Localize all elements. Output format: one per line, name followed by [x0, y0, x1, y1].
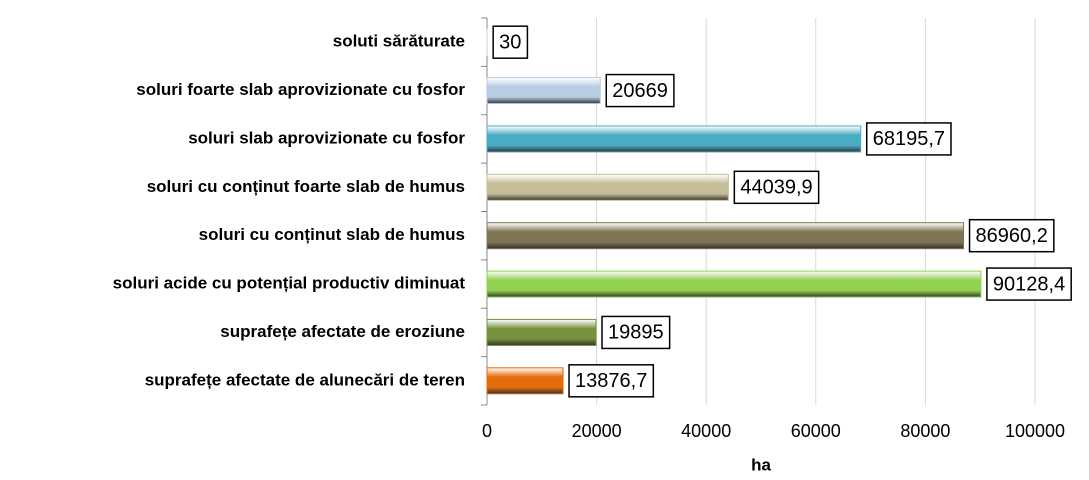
- y-tick-label: soluri cu conținut slab de humus: [199, 225, 465, 244]
- bar: [486, 222, 965, 250]
- bar: [486, 270, 982, 298]
- data-label-box: [865, 122, 952, 156]
- data-label: 68195,7: [873, 128, 945, 150]
- data-label: 19895: [608, 322, 664, 344]
- y-tick-label: soluri acide cu potențial productiv dimi…: [113, 274, 466, 293]
- data-label: 30: [499, 31, 521, 53]
- x-tick-label: 20000: [572, 421, 622, 441]
- y-tick-label: soluti sărăturate: [333, 32, 465, 51]
- x-axis-label: ha: [751, 455, 771, 474]
- x-tick-label: 100000: [1005, 421, 1065, 441]
- x-tick-label: 0: [482, 421, 492, 441]
- data-label: 20669: [612, 80, 668, 102]
- y-tick-label: suprafețe afectate de alunecări de teren: [145, 370, 465, 389]
- x-tick-label: 60000: [791, 421, 841, 441]
- bar: [486, 318, 597, 346]
- data-label: 86960,2: [976, 225, 1048, 247]
- data-label: 90128,4: [993, 273, 1065, 295]
- y-tick-label: suprafețe afectate de eroziune: [220, 322, 465, 341]
- x-tick-label: 40000: [681, 421, 731, 441]
- data-label-box: [492, 25, 529, 59]
- bar: [486, 77, 601, 105]
- data-label-box: [968, 218, 1055, 253]
- data-label: 13876,7: [575, 370, 647, 392]
- data-label: 44039,9: [740, 177, 812, 199]
- bar: [486, 173, 729, 201]
- data-label-box: [601, 315, 671, 350]
- bar: [486, 125, 862, 153]
- bar: [486, 367, 564, 395]
- data-label-box: [986, 267, 1072, 301]
- y-tick-label: soluri slab aprovizionate cu fosfor: [188, 128, 465, 147]
- data-label-box: [568, 364, 655, 398]
- data-label-box: [733, 170, 820, 205]
- x-tick-label: 80000: [900, 421, 950, 441]
- y-tick-label: soluri foarte slab aprovizionate cu fosf…: [136, 80, 465, 99]
- y-tick-label: soluri cu conținut foarte slab de humus: [147, 177, 465, 196]
- data-label-box: [605, 73, 675, 108]
